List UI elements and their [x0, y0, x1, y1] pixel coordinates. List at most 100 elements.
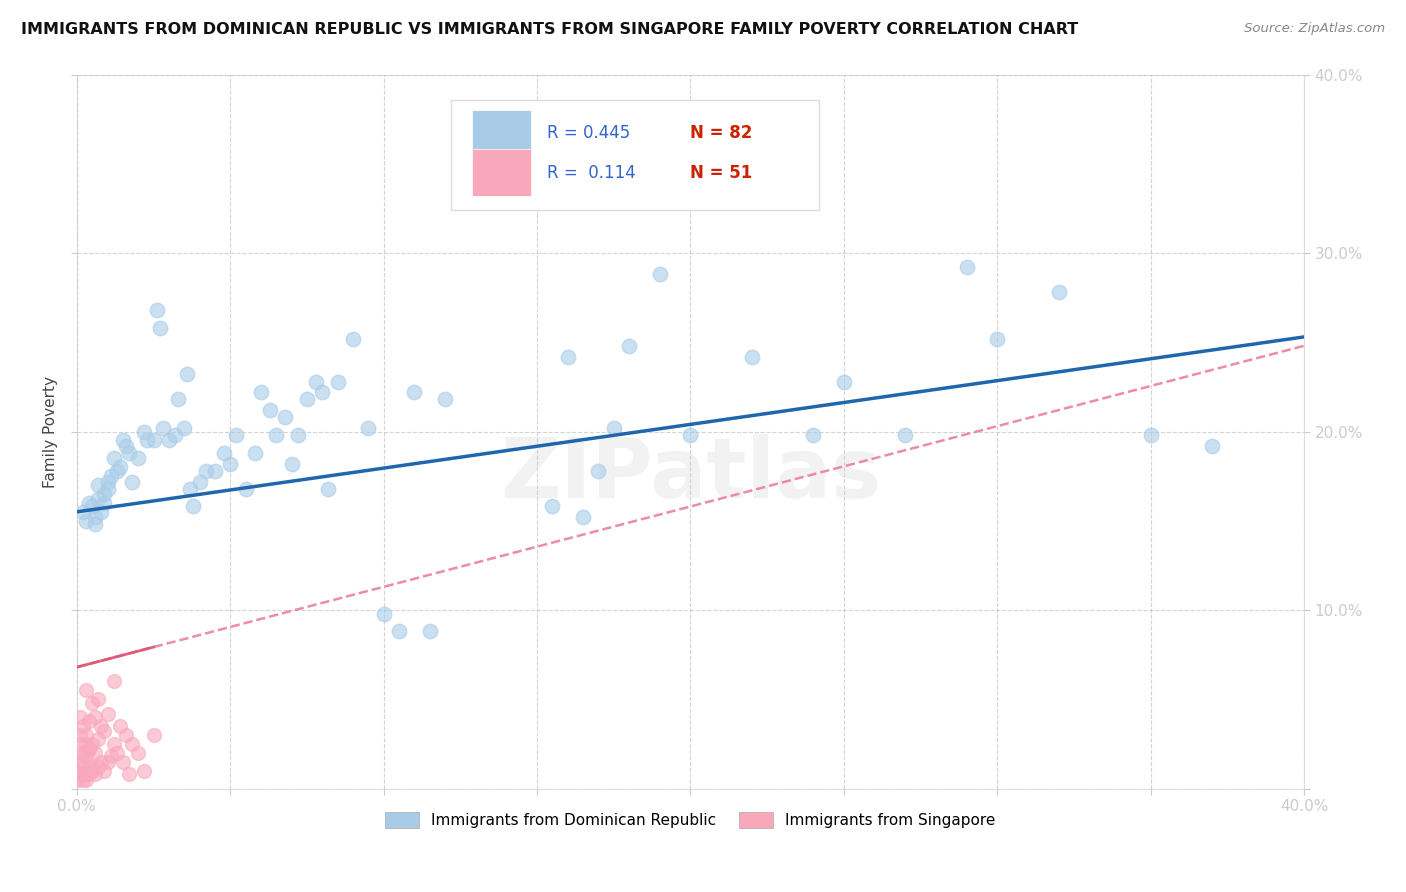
- Point: [121, 475, 143, 489]
- Point: [136, 434, 159, 448]
- Point: [75, 772, 97, 787]
- Point: [433, 392, 456, 407]
- Point: [832, 375, 855, 389]
- Point: [84, 510, 107, 524]
- Point: [167, 392, 190, 407]
- Point: [250, 385, 273, 400]
- Point: [121, 737, 143, 751]
- FancyBboxPatch shape: [472, 150, 531, 196]
- Point: [526, 189, 548, 203]
- Point: [72, 719, 94, 733]
- Point: [87, 760, 110, 774]
- Point: [82, 696, 104, 710]
- Point: [404, 385, 426, 400]
- Point: [145, 303, 167, 318]
- Point: [617, 339, 640, 353]
- Point: [82, 500, 104, 514]
- Point: [311, 385, 333, 400]
- Point: [72, 746, 94, 760]
- Point: [986, 332, 1008, 346]
- Point: [75, 728, 97, 742]
- FancyBboxPatch shape: [451, 100, 820, 211]
- Point: [118, 767, 141, 781]
- Point: [84, 710, 107, 724]
- Text: IMMIGRANTS FROM DOMINICAN REPUBLIC VS IMMIGRANTS FROM SINGAPORE FAMILY POVERTY C: IMMIGRANTS FROM DOMINICAN REPUBLIC VS IM…: [21, 22, 1078, 37]
- Point: [183, 500, 205, 514]
- Point: [111, 434, 134, 448]
- Text: N = 82: N = 82: [690, 124, 752, 143]
- Point: [188, 475, 211, 489]
- Point: [90, 505, 112, 519]
- Point: [274, 410, 297, 425]
- Point: [212, 446, 235, 460]
- Point: [72, 760, 94, 774]
- Point: [264, 428, 287, 442]
- Point: [194, 464, 217, 478]
- Point: [105, 464, 128, 478]
- Point: [572, 510, 595, 524]
- Point: [541, 500, 564, 514]
- Point: [77, 760, 100, 774]
- Text: Source: ZipAtlas.com: Source: ZipAtlas.com: [1244, 22, 1385, 36]
- Point: [679, 428, 702, 442]
- Point: [105, 746, 128, 760]
- Point: [741, 350, 763, 364]
- Point: [75, 683, 97, 698]
- Point: [149, 321, 172, 335]
- Point: [326, 375, 349, 389]
- Text: R = 0.445: R = 0.445: [547, 124, 630, 143]
- Text: R =  0.114: R = 0.114: [547, 164, 636, 182]
- Point: [219, 457, 242, 471]
- Point: [66, 764, 89, 778]
- Point: [82, 737, 104, 751]
- Point: [127, 746, 149, 760]
- Point: [69, 767, 91, 781]
- Point: [495, 161, 517, 175]
- Point: [77, 496, 100, 510]
- Point: [77, 767, 100, 781]
- Legend: Immigrants from Dominican Republic, Immigrants from Singapore: Immigrants from Dominican Republic, Immi…: [380, 806, 1001, 834]
- Point: [157, 434, 180, 448]
- Point: [87, 478, 110, 492]
- Point: [103, 451, 125, 466]
- Point: [142, 728, 165, 742]
- Point: [1201, 439, 1223, 453]
- Point: [84, 767, 107, 781]
- Point: [118, 446, 141, 460]
- Point: [152, 421, 174, 435]
- Point: [373, 607, 395, 621]
- Point: [419, 624, 441, 639]
- Point: [955, 260, 977, 275]
- Point: [305, 375, 328, 389]
- Point: [75, 514, 97, 528]
- Point: [557, 350, 579, 364]
- Point: [134, 425, 156, 439]
- Point: [648, 268, 671, 282]
- Point: [93, 724, 115, 739]
- Point: [69, 755, 91, 769]
- Point: [100, 469, 122, 483]
- Point: [318, 482, 340, 496]
- Point: [588, 464, 610, 478]
- Point: [449, 189, 471, 203]
- Point: [142, 434, 165, 448]
- Point: [90, 755, 112, 769]
- Point: [96, 475, 118, 489]
- Point: [100, 749, 122, 764]
- Point: [103, 737, 125, 751]
- Point: [93, 496, 115, 510]
- Point: [93, 764, 115, 778]
- Point: [72, 772, 94, 787]
- Point: [77, 742, 100, 756]
- Point: [225, 428, 247, 442]
- Point: [127, 451, 149, 466]
- Point: [75, 767, 97, 781]
- Point: [75, 749, 97, 764]
- Point: [235, 482, 257, 496]
- Point: [111, 755, 134, 769]
- Point: [72, 505, 94, 519]
- Text: N = 51: N = 51: [690, 164, 752, 182]
- Point: [82, 760, 104, 774]
- Point: [96, 755, 118, 769]
- FancyBboxPatch shape: [472, 111, 531, 157]
